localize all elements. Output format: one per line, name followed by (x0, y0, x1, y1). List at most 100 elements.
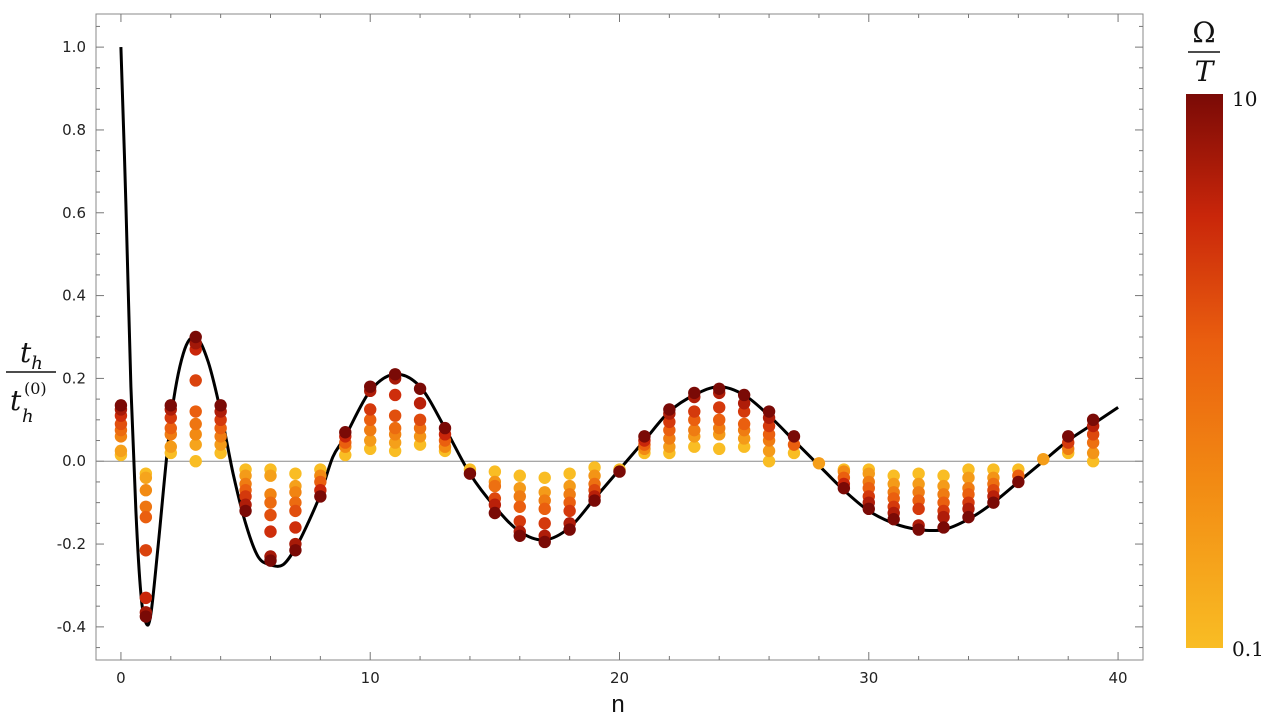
svg-text:th: th (20, 336, 43, 374)
data-point (189, 438, 202, 451)
data-point (513, 490, 526, 503)
data-point (937, 521, 950, 534)
data-point (438, 421, 452, 435)
y-tick-label: 0.8 (62, 121, 86, 139)
colorbar-max-label: 10 (1232, 87, 1257, 111)
data-point (289, 467, 302, 480)
data-point (688, 405, 701, 418)
data-point (1086, 413, 1100, 427)
data-point (563, 504, 576, 518)
data-point (488, 479, 502, 493)
data-point (1062, 430, 1075, 443)
data-point (214, 399, 227, 412)
data-point (164, 399, 177, 412)
data-point (314, 490, 327, 503)
colorbar: Ω T 10 0.1 (1186, 16, 1264, 661)
data-point (139, 510, 153, 524)
data-point (189, 417, 202, 431)
y-tick-label: -0.4 (57, 618, 86, 636)
data-point (388, 388, 402, 402)
data-point (737, 388, 751, 402)
data-point (887, 513, 900, 526)
data-point (613, 465, 626, 478)
data-point (388, 409, 402, 422)
data-point (713, 401, 726, 414)
data-point (364, 403, 377, 416)
data-point (413, 397, 427, 410)
data-point (114, 399, 128, 412)
data-point (189, 405, 202, 418)
data-point (987, 496, 1000, 509)
y-tick-label: 0.0 (62, 452, 86, 470)
data-point (1012, 475, 1025, 489)
data-point (264, 469, 277, 482)
data-point (563, 467, 576, 480)
data-point (713, 442, 726, 456)
x-tick-labels: 0 10 20 30 40 (116, 669, 1127, 687)
data-point (289, 521, 302, 534)
data-point (413, 382, 427, 395)
data-point (289, 504, 302, 518)
data-point (962, 471, 975, 484)
data-point (912, 523, 925, 536)
data-point (364, 434, 377, 447)
data-point (264, 554, 277, 567)
data-point (1086, 446, 1100, 460)
colorbar-title-denominator: T (1195, 55, 1216, 88)
data-point (139, 610, 153, 623)
data-point (912, 502, 925, 516)
x-tick-label: 20 (610, 669, 629, 687)
data-point (862, 502, 875, 516)
x-axis-label: n (611, 691, 624, 718)
y-tick-label: 1.0 (62, 38, 86, 56)
data-point (688, 386, 701, 400)
y-tick-label: 0.4 (62, 287, 86, 305)
data-point (962, 510, 975, 524)
data-point (189, 330, 202, 344)
data-points (114, 330, 1100, 623)
data-point (289, 486, 302, 499)
y-tick-label: 0.6 (62, 204, 86, 222)
data-point (388, 368, 402, 381)
data-point (139, 484, 153, 497)
data-point (364, 380, 377, 393)
data-point (538, 502, 551, 516)
data-point (762, 455, 776, 468)
data-point (339, 426, 352, 439)
data-point (139, 500, 153, 513)
data-point (688, 423, 701, 437)
data-point (513, 500, 526, 513)
data-point (189, 374, 202, 387)
svg-text:t: t (10, 384, 22, 417)
data-point (787, 430, 801, 443)
data-point (638, 430, 651, 443)
y-tick-labels: -0.4 -0.2 0.0 0.2 0.4 0.6 0.8 1.0 (57, 38, 86, 636)
data-point (189, 455, 202, 468)
data-point (164, 440, 177, 453)
colorbar-title-numerator: Ω (1192, 16, 1215, 49)
data-point (139, 544, 153, 557)
colorbar-gradient (1186, 94, 1223, 648)
data-point (513, 529, 526, 542)
data-point (164, 421, 177, 435)
data-point (264, 496, 277, 509)
data-point (688, 440, 701, 453)
data-point (488, 465, 502, 478)
svg-text:h: h (22, 406, 34, 427)
data-point (1037, 452, 1050, 466)
data-point (388, 421, 402, 435)
data-point (513, 469, 526, 482)
data-point (364, 423, 377, 437)
data-point (837, 481, 851, 495)
x-tick-label: 0 (116, 669, 126, 687)
y-tick-label: -0.2 (57, 535, 86, 553)
data-point (737, 417, 751, 431)
colorbar-min-label: 0.1 (1232, 637, 1264, 661)
data-point (588, 494, 601, 507)
data-point (189, 428, 202, 441)
svg-text:(0): (0) (24, 379, 47, 398)
x-tick-label: 40 (1109, 669, 1128, 687)
data-point (762, 444, 776, 458)
data-point (663, 403, 676, 416)
